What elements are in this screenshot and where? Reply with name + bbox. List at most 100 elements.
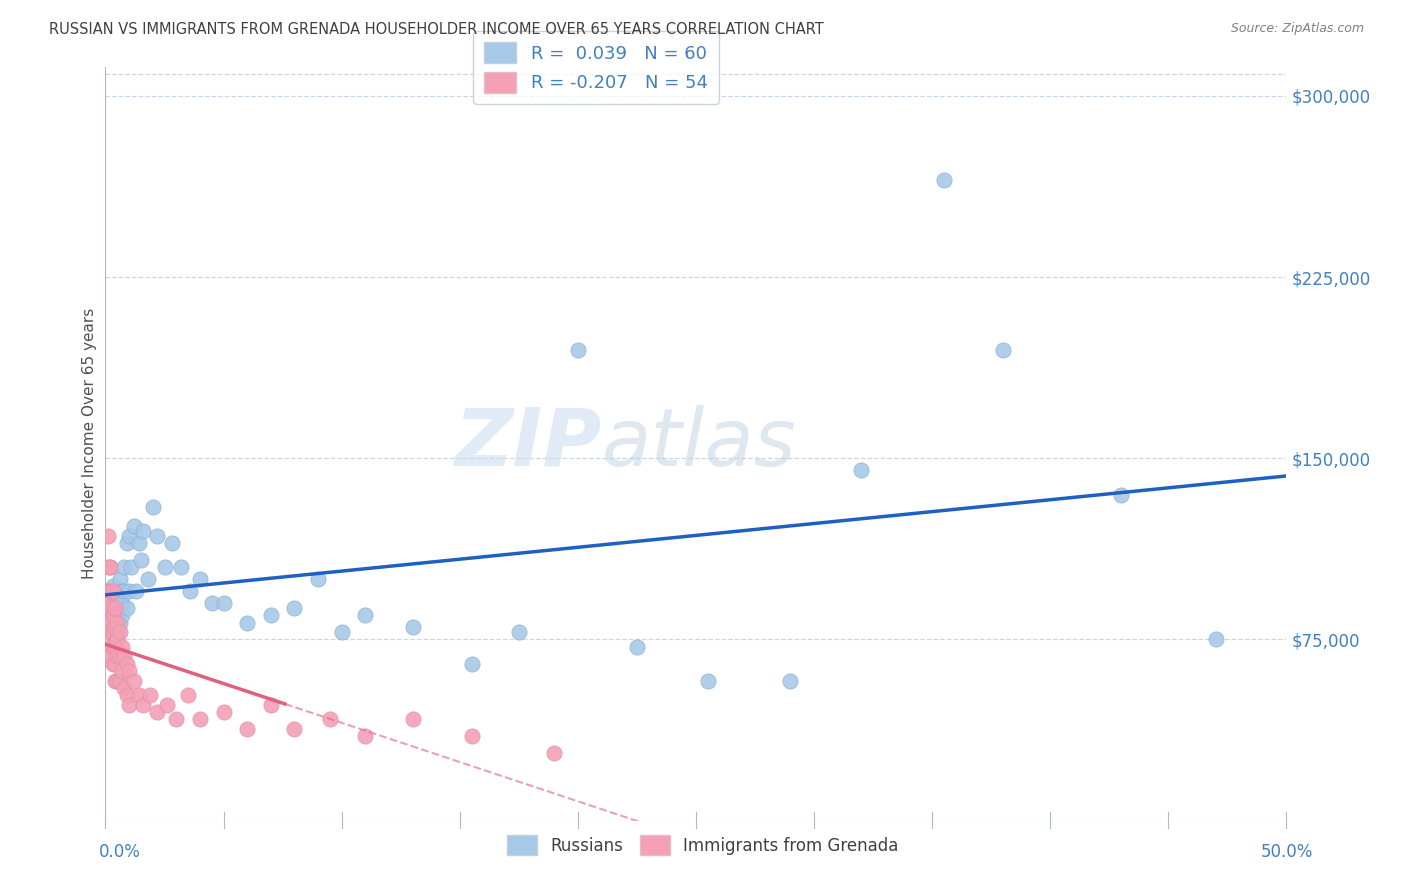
- Point: [104, 657, 127, 671]
- Point: [105, 591, 128, 606]
- Point: [179, 584, 201, 599]
- Point: [354, 729, 377, 743]
- Point: [567, 343, 589, 357]
- Point: [112, 649, 135, 664]
- Point: [111, 664, 134, 678]
- Point: [118, 664, 141, 678]
- Point: [212, 705, 235, 719]
- Point: [104, 584, 127, 599]
- Point: [98, 560, 121, 574]
- Point: [111, 584, 134, 599]
- Point: [105, 615, 128, 630]
- Text: ZIP: ZIP: [454, 405, 602, 483]
- Point: [105, 673, 128, 688]
- Point: [932, 173, 955, 187]
- Point: [101, 640, 124, 654]
- Point: [97, 528, 120, 542]
- Point: [508, 625, 530, 640]
- Point: [851, 463, 873, 477]
- Point: [97, 560, 120, 574]
- Point: [105, 649, 128, 664]
- Point: [108, 673, 131, 688]
- Point: [170, 560, 193, 574]
- Point: [108, 572, 131, 586]
- Point: [779, 673, 801, 688]
- Point: [460, 729, 482, 743]
- Point: [401, 620, 423, 634]
- Point: [626, 640, 648, 654]
- Point: [108, 615, 131, 630]
- Point: [101, 608, 124, 623]
- Point: [97, 601, 120, 615]
- Point: [98, 591, 121, 606]
- Point: [153, 560, 176, 574]
- Point: [330, 625, 353, 640]
- Point: [115, 536, 138, 550]
- Point: [122, 673, 145, 688]
- Point: [98, 613, 121, 627]
- Point: [118, 698, 141, 712]
- Point: [236, 615, 259, 630]
- Point: [128, 536, 150, 550]
- Point: [125, 584, 148, 599]
- Point: [146, 528, 169, 542]
- Point: [1205, 632, 1227, 647]
- Point: [236, 722, 259, 736]
- Point: [101, 620, 124, 634]
- Point: [188, 572, 211, 586]
- Point: [105, 608, 128, 623]
- Point: [146, 705, 169, 719]
- Point: [97, 584, 120, 599]
- Point: [98, 560, 121, 574]
- Point: [354, 608, 377, 623]
- Point: [283, 601, 305, 615]
- Point: [177, 688, 200, 702]
- Point: [105, 625, 128, 640]
- Point: [101, 601, 124, 615]
- Point: [307, 572, 329, 586]
- Text: Source: ZipAtlas.com: Source: ZipAtlas.com: [1230, 22, 1364, 36]
- Point: [460, 657, 482, 671]
- Point: [111, 640, 134, 654]
- Point: [108, 649, 131, 664]
- Point: [132, 698, 155, 712]
- Legend: R =  0.039   N = 60, R = -0.207   N = 54: R = 0.039 N = 60, R = -0.207 N = 54: [472, 31, 718, 103]
- Point: [98, 625, 121, 640]
- Point: [201, 596, 224, 610]
- Point: [128, 688, 150, 702]
- Point: [97, 584, 120, 599]
- Point: [104, 632, 127, 647]
- Point: [136, 572, 159, 586]
- Point: [104, 601, 127, 615]
- Point: [101, 625, 124, 640]
- Point: [97, 596, 120, 610]
- Point: [139, 688, 162, 702]
- Point: [104, 615, 127, 630]
- Point: [120, 560, 142, 574]
- Point: [118, 584, 141, 599]
- Point: [98, 615, 121, 630]
- Point: [98, 601, 121, 615]
- Point: [101, 657, 124, 671]
- Point: [101, 579, 124, 593]
- Point: [98, 584, 121, 599]
- Point: [260, 698, 283, 712]
- Point: [696, 673, 718, 688]
- Point: [283, 722, 305, 736]
- Point: [160, 536, 183, 550]
- Point: [104, 640, 127, 654]
- Point: [98, 640, 121, 654]
- Point: [260, 608, 283, 623]
- Point: [115, 657, 138, 671]
- Point: [112, 681, 135, 695]
- Point: [122, 519, 145, 533]
- Point: [1109, 487, 1132, 501]
- Point: [319, 712, 342, 726]
- Point: [115, 688, 138, 702]
- Point: [112, 560, 135, 574]
- Point: [401, 712, 423, 726]
- Point: [101, 584, 124, 599]
- Point: [118, 528, 141, 542]
- Point: [991, 343, 1014, 357]
- Point: [543, 746, 565, 760]
